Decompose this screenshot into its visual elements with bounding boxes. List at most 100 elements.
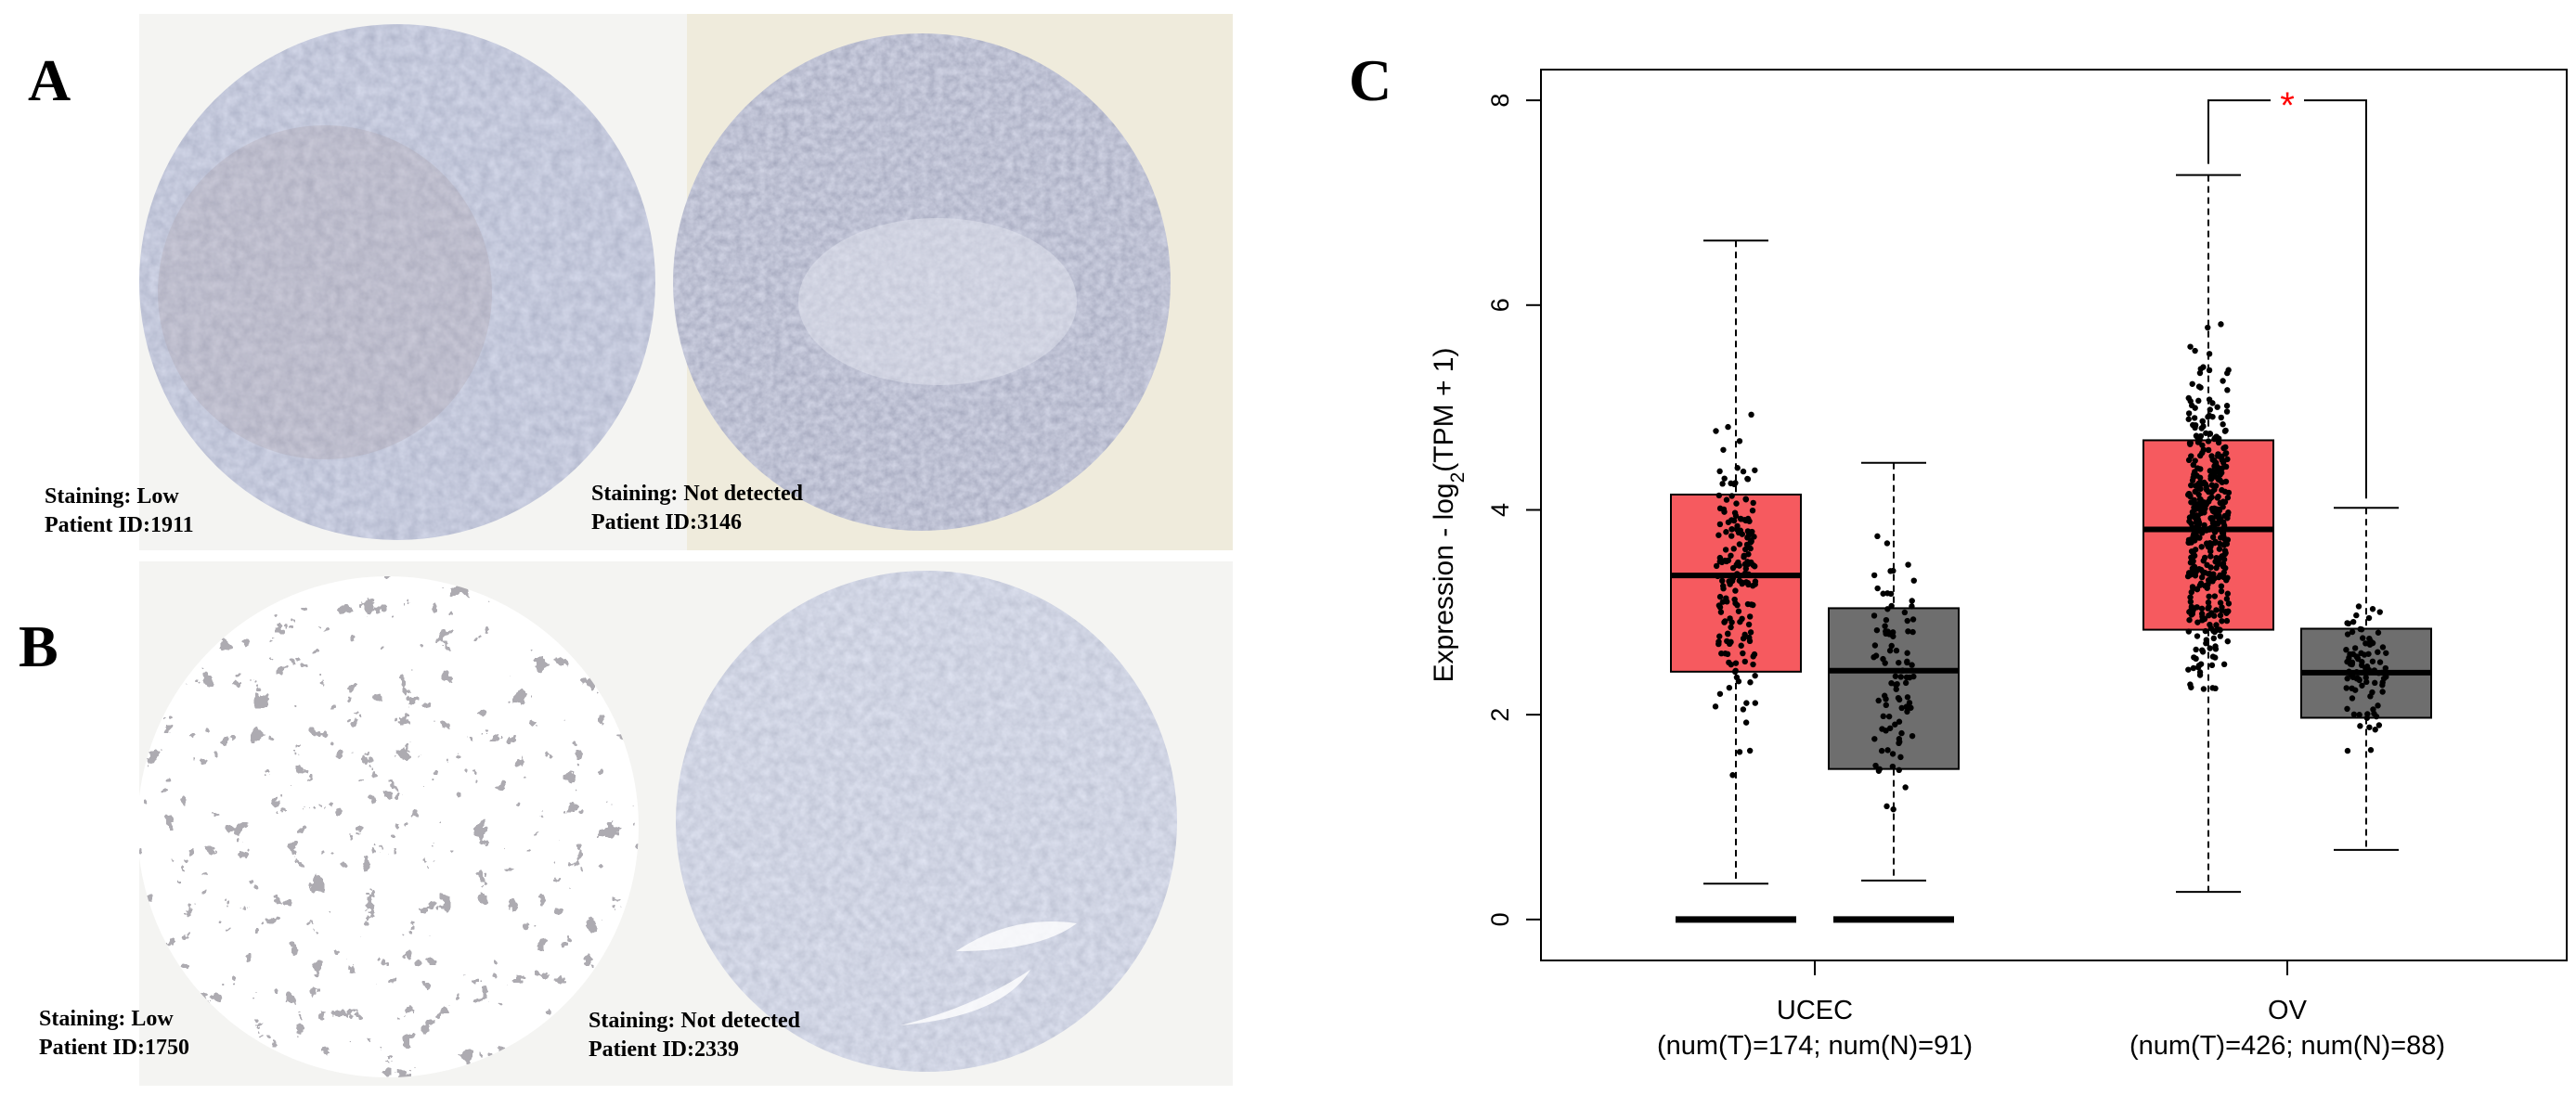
data-point (1744, 475, 1751, 483)
significance-gap (2271, 95, 2304, 107)
data-point (2185, 666, 2192, 673)
data-point (2194, 512, 2200, 519)
data-point (2200, 686, 2207, 692)
data-point (1716, 633, 1723, 639)
data-point (2193, 655, 2199, 663)
data-point (2187, 594, 2194, 600)
data-point (1718, 650, 1725, 657)
data-point (1736, 541, 1743, 548)
data-point (1883, 616, 1890, 624)
data-point (2372, 679, 2378, 687)
data-point (1750, 653, 1756, 660)
data-point (2219, 479, 2225, 485)
data-point (2212, 539, 2219, 546)
data-point (1732, 660, 1740, 666)
data-point (2197, 452, 2204, 459)
data-point (2343, 685, 2349, 691)
data-point (2186, 440, 2194, 446)
data-point (2212, 528, 2219, 535)
data-point (2212, 654, 2219, 661)
data-point (1874, 533, 1881, 540)
data-point (2344, 676, 2350, 682)
data-point (1722, 547, 1729, 553)
data-point (1873, 626, 1881, 634)
data-point (2376, 659, 2384, 665)
data-point (1875, 697, 1882, 704)
data-point (1730, 546, 1737, 552)
data-point (1728, 552, 1734, 559)
data-point (2348, 671, 2354, 677)
data-point (1902, 679, 1909, 687)
y-tick-label: 0 (1486, 912, 1514, 926)
data-point (1749, 507, 1756, 514)
data-point (1742, 565, 1750, 572)
data-point (2203, 640, 2209, 647)
data-point (1722, 557, 1728, 564)
staining-level: Staining: Low (45, 484, 179, 509)
data-point (1751, 534, 1757, 540)
data-point (2224, 456, 2231, 463)
data-point (2196, 535, 2203, 541)
data-point (1898, 704, 1905, 712)
data-point (2362, 674, 2369, 681)
data-point (2198, 611, 2206, 617)
data-point (2365, 614, 2373, 622)
data-point (1715, 532, 1722, 538)
data-point (2208, 468, 2216, 474)
data-point (2224, 495, 2232, 501)
data-point (1732, 512, 1740, 520)
data-point (2197, 384, 2204, 391)
data-point (1904, 617, 1910, 625)
data-point (1882, 692, 1888, 699)
data-point (2201, 522, 2207, 529)
data-point (1729, 772, 1736, 779)
data-point (2217, 633, 2224, 639)
data-point (2206, 603, 2212, 611)
data-point (2194, 517, 2202, 523)
data-point (1743, 700, 1750, 706)
data-point (2369, 689, 2375, 696)
data-point (2194, 439, 2202, 445)
data-point (2349, 695, 2356, 702)
caption-b-left: Staining: Low Patient ID:1750 (39, 1005, 189, 1063)
data-point (1716, 468, 1723, 475)
data-point (2223, 408, 2231, 415)
data-point (1725, 519, 1732, 525)
data-point (1713, 562, 1720, 570)
data-point (2225, 367, 2232, 373)
data-point (2210, 571, 2217, 577)
data-point (2198, 425, 2205, 432)
data-point (1897, 674, 1904, 680)
data-point (1888, 642, 1895, 650)
data-point (1904, 708, 1910, 715)
data-point (1715, 640, 1722, 648)
data-point (2194, 619, 2201, 625)
data-point (2194, 472, 2200, 479)
data-point (2207, 430, 2213, 437)
data-point (2206, 526, 2213, 533)
data-point (2185, 416, 2192, 422)
data-point (2219, 604, 2225, 611)
panel-c-letter: C (1349, 47, 1392, 113)
data-point (2188, 684, 2194, 690)
x-category-label: UCEC (1777, 996, 1853, 1025)
data-point (1742, 719, 1750, 726)
data-point (2206, 593, 2212, 599)
data-point (2185, 570, 2193, 576)
data-point (1739, 615, 1745, 623)
data-point (1884, 606, 1891, 612)
data-point (1723, 496, 1730, 503)
data-point (2220, 661, 2228, 668)
data-point (2209, 517, 2216, 523)
data-point (2217, 599, 2224, 606)
data-point (1723, 529, 1729, 535)
data-point (1720, 446, 1727, 453)
data-point (1734, 601, 1741, 609)
data-point (1722, 618, 1728, 625)
data-point (2219, 453, 2225, 460)
data-point (1732, 587, 1739, 594)
data-point (1749, 528, 1755, 535)
data-point (2208, 506, 2216, 512)
significance-bracket (2207, 99, 2367, 499)
data-point (2205, 581, 2211, 587)
